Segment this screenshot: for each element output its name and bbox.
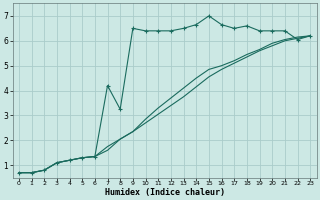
X-axis label: Humidex (Indice chaleur): Humidex (Indice chaleur) <box>105 188 225 197</box>
